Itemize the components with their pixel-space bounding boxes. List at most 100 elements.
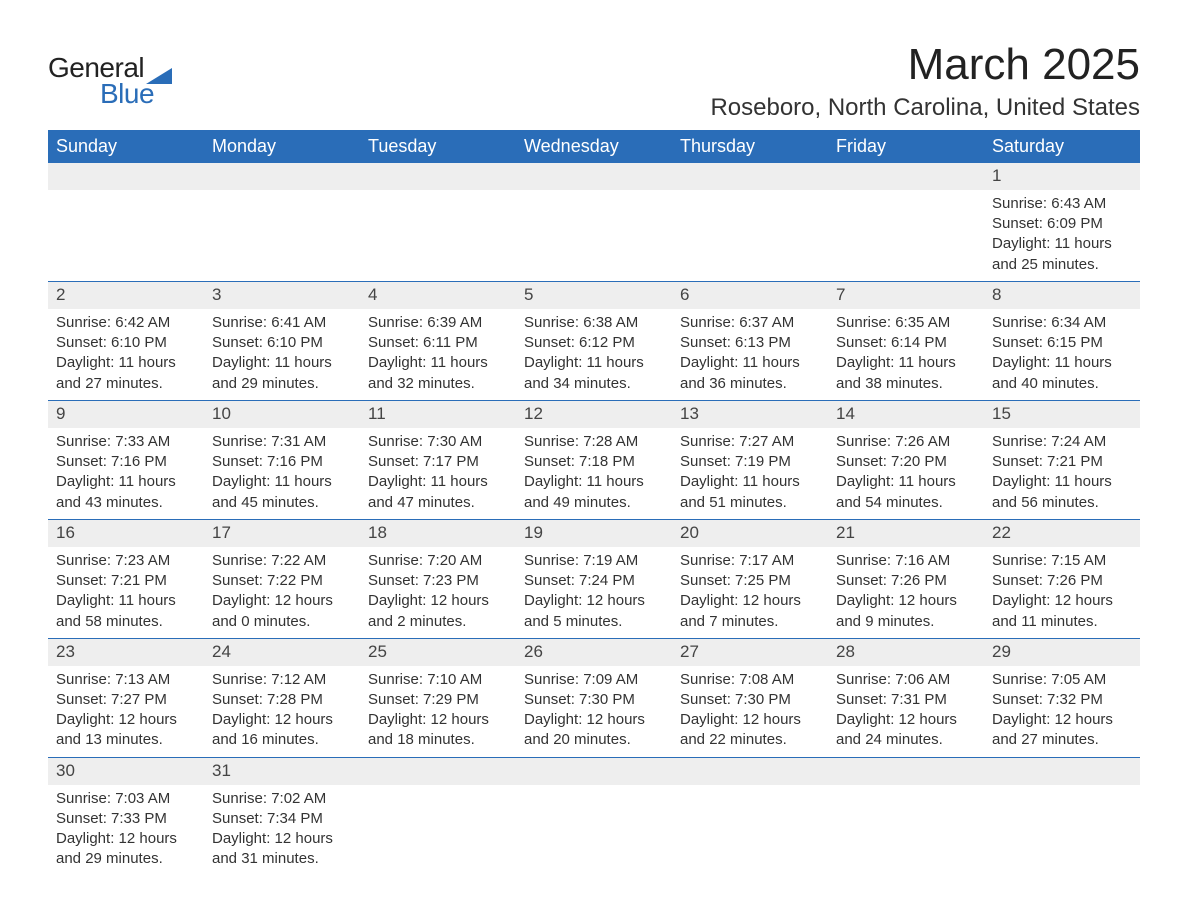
day-header: Saturday: [984, 130, 1140, 163]
day-content-cell: Sunrise: 6:38 AMSunset: 6:12 PMDaylight:…: [516, 309, 672, 401]
sunset-line: Sunset: 7:18 PM: [524, 452, 664, 472]
sunrise-line: Sunrise: 7:06 AM: [836, 670, 976, 690]
sunset-line: Sunset: 7:22 PM: [212, 571, 352, 591]
daynum-row: 2345678: [48, 281, 1140, 308]
day-number-cell: [360, 163, 516, 190]
daylight-line: Daylight: 11 hours and 34 minutes.: [524, 353, 664, 394]
daylight-line: Daylight: 11 hours and 54 minutes.: [836, 472, 976, 513]
sunrise-line: Sunrise: 6:37 AM: [680, 313, 820, 333]
daylight-line: Daylight: 11 hours and 25 minutes.: [992, 234, 1132, 275]
sunrise-line: Sunrise: 7:05 AM: [992, 670, 1132, 690]
daylight-line: Daylight: 12 hours and 27 minutes.: [992, 710, 1132, 751]
day-content-cell: [204, 190, 360, 282]
daynum-row: 16171819202122: [48, 519, 1140, 546]
daylight-line: Daylight: 11 hours and 58 minutes.: [56, 591, 196, 632]
daylight-line: Daylight: 11 hours and 29 minutes.: [212, 353, 352, 394]
daylight-line: Daylight: 11 hours and 47 minutes.: [368, 472, 508, 513]
sunset-line: Sunset: 7:26 PM: [836, 571, 976, 591]
day-number-cell: [204, 163, 360, 190]
sunset-line: Sunset: 6:14 PM: [836, 333, 976, 353]
day-content-cell: Sunrise: 7:15 AMSunset: 7:26 PMDaylight:…: [984, 547, 1140, 639]
day-content-cell: Sunrise: 7:30 AMSunset: 7:17 PMDaylight:…: [360, 428, 516, 520]
daylight-line: Daylight: 12 hours and 18 minutes.: [368, 710, 508, 751]
day-number-cell: [360, 757, 516, 784]
day-number-cell: 16: [48, 519, 204, 546]
day-number-cell: 30: [48, 757, 204, 784]
day-content-cell: Sunrise: 7:24 AMSunset: 7:21 PMDaylight:…: [984, 428, 1140, 520]
sunrise-line: Sunrise: 7:15 AM: [992, 551, 1132, 571]
calendar-table: Sunday Monday Tuesday Wednesday Thursday…: [48, 130, 1140, 876]
day-number-cell: 7: [828, 281, 984, 308]
daynum-row: 1: [48, 163, 1140, 190]
content-row: Sunrise: 7:33 AMSunset: 7:16 PMDaylight:…: [48, 428, 1140, 520]
sunrise-line: Sunrise: 6:38 AM: [524, 313, 664, 333]
day-content-cell: Sunrise: 7:33 AMSunset: 7:16 PMDaylight:…: [48, 428, 204, 520]
sunrise-line: Sunrise: 6:34 AM: [992, 313, 1132, 333]
day-header: Friday: [828, 130, 984, 163]
sunset-line: Sunset: 7:32 PM: [992, 690, 1132, 710]
day-number-cell: 24: [204, 638, 360, 665]
day-number-cell: 21: [828, 519, 984, 546]
sunrise-line: Sunrise: 7:12 AM: [212, 670, 352, 690]
daylight-line: Daylight: 11 hours and 38 minutes.: [836, 353, 976, 394]
day-number-cell: 29: [984, 638, 1140, 665]
sunrise-line: Sunrise: 6:39 AM: [368, 313, 508, 333]
sunset-line: Sunset: 6:15 PM: [992, 333, 1132, 353]
day-number-cell: 28: [828, 638, 984, 665]
sunset-line: Sunset: 7:19 PM: [680, 452, 820, 472]
day-content-cell: Sunrise: 7:22 AMSunset: 7:22 PMDaylight:…: [204, 547, 360, 639]
day-header: Tuesday: [360, 130, 516, 163]
sunset-line: Sunset: 6:09 PM: [992, 214, 1132, 234]
daylight-line: Daylight: 11 hours and 40 minutes.: [992, 353, 1132, 394]
day-content-cell: Sunrise: 6:41 AMSunset: 6:10 PMDaylight:…: [204, 309, 360, 401]
day-number-cell: 14: [828, 400, 984, 427]
day-content-cell: Sunrise: 6:35 AMSunset: 6:14 PMDaylight:…: [828, 309, 984, 401]
day-header: Wednesday: [516, 130, 672, 163]
sunrise-line: Sunrise: 6:42 AM: [56, 313, 196, 333]
day-content-cell: [360, 190, 516, 282]
day-number-cell: 5: [516, 281, 672, 308]
sunset-line: Sunset: 7:21 PM: [992, 452, 1132, 472]
day-number-cell: 9: [48, 400, 204, 427]
sunset-line: Sunset: 6:13 PM: [680, 333, 820, 353]
day-number-cell: 27: [672, 638, 828, 665]
daynum-row: 23242526272829: [48, 638, 1140, 665]
day-number-cell: 18: [360, 519, 516, 546]
daylight-line: Daylight: 11 hours and 49 minutes.: [524, 472, 664, 513]
content-row: Sunrise: 7:03 AMSunset: 7:33 PMDaylight:…: [48, 785, 1140, 876]
day-header: Monday: [204, 130, 360, 163]
day-number-cell: 22: [984, 519, 1140, 546]
daylight-line: Daylight: 11 hours and 27 minutes.: [56, 353, 196, 394]
sunset-line: Sunset: 7:23 PM: [368, 571, 508, 591]
daylight-line: Daylight: 12 hours and 22 minutes.: [680, 710, 820, 751]
daylight-line: Daylight: 12 hours and 5 minutes.: [524, 591, 664, 632]
day-content-cell: Sunrise: 6:37 AMSunset: 6:13 PMDaylight:…: [672, 309, 828, 401]
location: Roseboro, North Carolina, United States: [710, 94, 1140, 122]
sunset-line: Sunset: 7:21 PM: [56, 571, 196, 591]
daylight-line: Daylight: 11 hours and 36 minutes.: [680, 353, 820, 394]
sunrise-line: Sunrise: 7:23 AM: [56, 551, 196, 571]
sunset-line: Sunset: 7:25 PM: [680, 571, 820, 591]
day-number-cell: 17: [204, 519, 360, 546]
sunset-line: Sunset: 7:27 PM: [56, 690, 196, 710]
day-header-row: Sunday Monday Tuesday Wednesday Thursday…: [48, 130, 1140, 163]
day-content-cell: Sunrise: 7:02 AMSunset: 7:34 PMDaylight:…: [204, 785, 360, 876]
sunrise-line: Sunrise: 7:31 AM: [212, 432, 352, 452]
day-content-cell: Sunrise: 6:39 AMSunset: 6:11 PMDaylight:…: [360, 309, 516, 401]
day-number-cell: [828, 163, 984, 190]
day-content-cell: [984, 785, 1140, 876]
sunrise-line: Sunrise: 7:16 AM: [836, 551, 976, 571]
day-header: Thursday: [672, 130, 828, 163]
day-header: Sunday: [48, 130, 204, 163]
sunset-line: Sunset: 7:17 PM: [368, 452, 508, 472]
day-number-cell: 1: [984, 163, 1140, 190]
sunrise-line: Sunrise: 7:08 AM: [680, 670, 820, 690]
day-number-cell: 23: [48, 638, 204, 665]
day-number-cell: 19: [516, 519, 672, 546]
day-content-cell: Sunrise: 7:23 AMSunset: 7:21 PMDaylight:…: [48, 547, 204, 639]
day-number-cell: 3: [204, 281, 360, 308]
sunset-line: Sunset: 6:10 PM: [212, 333, 352, 353]
sunset-line: Sunset: 7:24 PM: [524, 571, 664, 591]
daylight-line: Daylight: 11 hours and 45 minutes.: [212, 472, 352, 513]
sunrise-line: Sunrise: 7:28 AM: [524, 432, 664, 452]
